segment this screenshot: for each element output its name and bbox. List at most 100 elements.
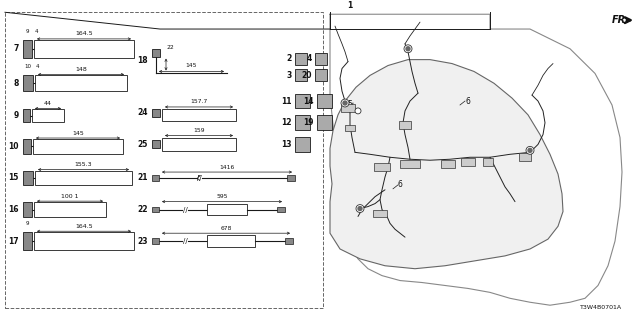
Bar bbox=[287, 175, 295, 181]
Bar bbox=[23, 232, 32, 250]
Text: 159: 159 bbox=[193, 128, 205, 133]
Text: 12: 12 bbox=[282, 118, 292, 127]
Text: 25: 25 bbox=[138, 140, 148, 149]
Text: FR.: FR. bbox=[612, 15, 630, 25]
Text: 6: 6 bbox=[465, 97, 470, 106]
Bar bbox=[152, 238, 159, 244]
Bar bbox=[441, 160, 455, 168]
Text: 14: 14 bbox=[303, 97, 314, 106]
Text: 6: 6 bbox=[398, 180, 403, 189]
Text: 164.5: 164.5 bbox=[75, 31, 93, 36]
Bar bbox=[317, 115, 332, 130]
Bar bbox=[345, 125, 355, 131]
Bar bbox=[34, 40, 134, 58]
Bar bbox=[23, 40, 32, 58]
Bar bbox=[33, 139, 123, 154]
Text: 4: 4 bbox=[307, 54, 312, 63]
Bar bbox=[23, 76, 33, 91]
Text: 595: 595 bbox=[216, 194, 228, 199]
Bar bbox=[374, 163, 390, 171]
Bar bbox=[277, 207, 285, 212]
Bar bbox=[32, 109, 64, 122]
Bar bbox=[295, 137, 310, 152]
Text: //: // bbox=[182, 238, 188, 244]
Bar bbox=[315, 69, 327, 81]
Bar bbox=[35, 171, 132, 185]
Text: T3W4B0701A: T3W4B0701A bbox=[580, 305, 622, 310]
Text: 15: 15 bbox=[8, 173, 19, 182]
Circle shape bbox=[358, 207, 362, 211]
Bar bbox=[162, 109, 236, 121]
Text: 5: 5 bbox=[347, 100, 352, 109]
Text: 678: 678 bbox=[220, 226, 232, 231]
Bar bbox=[162, 138, 236, 151]
Text: 23: 23 bbox=[138, 236, 148, 245]
Text: 1: 1 bbox=[348, 1, 353, 10]
Bar bbox=[23, 202, 32, 217]
Bar bbox=[152, 109, 160, 117]
Text: 10: 10 bbox=[8, 142, 19, 151]
Text: 155.3: 155.3 bbox=[75, 162, 92, 167]
Text: 145: 145 bbox=[72, 131, 84, 136]
Text: 44: 44 bbox=[44, 101, 52, 106]
Text: 157.7: 157.7 bbox=[190, 100, 208, 105]
Bar bbox=[295, 94, 310, 108]
Text: 22: 22 bbox=[166, 45, 174, 50]
Circle shape bbox=[526, 147, 534, 154]
Bar bbox=[317, 94, 332, 108]
Circle shape bbox=[404, 45, 412, 53]
Circle shape bbox=[528, 148, 532, 152]
Bar bbox=[399, 121, 411, 129]
Bar bbox=[400, 160, 420, 168]
Text: 164.5: 164.5 bbox=[75, 224, 93, 229]
Text: //: // bbox=[196, 175, 202, 181]
Bar bbox=[519, 153, 531, 161]
Text: 24: 24 bbox=[138, 108, 148, 117]
Bar bbox=[34, 202, 106, 217]
Text: 9: 9 bbox=[13, 111, 19, 120]
Bar bbox=[295, 69, 307, 81]
Bar bbox=[152, 207, 159, 212]
Bar bbox=[152, 140, 160, 148]
Text: 16: 16 bbox=[8, 205, 19, 214]
Text: 18: 18 bbox=[138, 56, 148, 65]
Bar bbox=[461, 158, 475, 166]
Bar bbox=[373, 210, 387, 217]
Text: 19: 19 bbox=[303, 118, 314, 127]
Bar bbox=[5, 12, 323, 308]
Text: 22: 22 bbox=[138, 205, 148, 214]
Bar bbox=[35, 76, 127, 91]
Bar bbox=[152, 175, 159, 181]
Bar bbox=[23, 139, 31, 154]
Text: 2: 2 bbox=[287, 54, 292, 63]
Text: 9: 9 bbox=[26, 29, 29, 34]
Bar bbox=[483, 158, 493, 166]
Text: 4: 4 bbox=[35, 29, 38, 34]
Bar bbox=[207, 204, 247, 215]
Text: 10: 10 bbox=[24, 64, 31, 69]
Circle shape bbox=[355, 108, 361, 114]
Circle shape bbox=[356, 204, 364, 212]
Circle shape bbox=[343, 101, 347, 105]
Polygon shape bbox=[330, 14, 622, 305]
Text: 1416: 1416 bbox=[220, 164, 235, 170]
Text: 9: 9 bbox=[26, 221, 29, 226]
Bar bbox=[341, 104, 355, 112]
Bar bbox=[152, 49, 160, 57]
Text: 145: 145 bbox=[185, 62, 196, 68]
Text: 13: 13 bbox=[282, 140, 292, 149]
Text: 11: 11 bbox=[282, 97, 292, 106]
Text: 21: 21 bbox=[138, 173, 148, 182]
Text: 20: 20 bbox=[301, 71, 312, 80]
Bar bbox=[295, 115, 310, 130]
Bar bbox=[23, 171, 33, 185]
Text: $\xi$: $\xi$ bbox=[196, 173, 202, 183]
Circle shape bbox=[341, 99, 349, 107]
Text: 3: 3 bbox=[287, 71, 292, 80]
Bar bbox=[207, 235, 255, 247]
Text: 7: 7 bbox=[13, 44, 19, 53]
Bar bbox=[315, 53, 327, 65]
Text: 17: 17 bbox=[8, 236, 19, 245]
Text: 4: 4 bbox=[35, 64, 39, 69]
Bar bbox=[285, 238, 293, 244]
